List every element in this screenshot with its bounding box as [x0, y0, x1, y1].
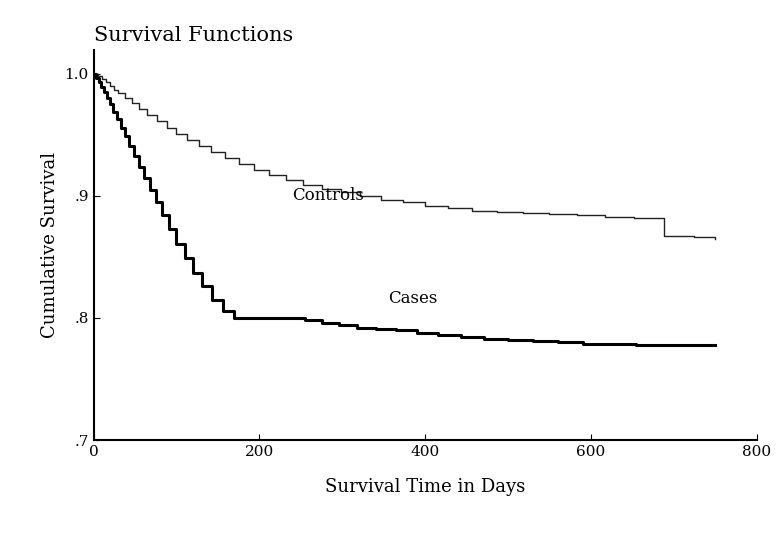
Y-axis label: Cumulative Survival: Cumulative Survival — [41, 152, 59, 338]
Text: Survival Functions: Survival Functions — [94, 26, 292, 45]
Text: Controls: Controls — [292, 186, 364, 204]
Text: Cases: Cases — [388, 290, 437, 307]
X-axis label: Survival Time in Days: Survival Time in Days — [325, 478, 525, 496]
